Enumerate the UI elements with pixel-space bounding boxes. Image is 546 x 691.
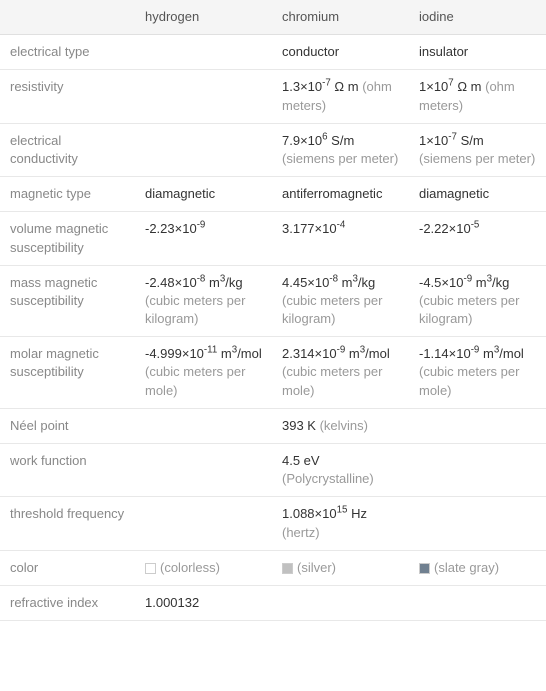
cell-chromium: 1.3×10-7 Ω m (ohm meters) <box>272 70 409 123</box>
cell-hydrogen <box>135 444 272 497</box>
table-row: magnetic typediamagneticantiferromagneti… <box>0 177 546 212</box>
row-label: volume magnetic susceptibility <box>0 212 135 265</box>
cell-iodine: -1.14×10-9 m3/mol (cubic meters per mole… <box>409 337 546 409</box>
color-label: (slate gray) <box>434 560 499 575</box>
cell-hydrogen: diamagnetic <box>135 177 272 212</box>
row-label: resistivity <box>0 70 135 123</box>
table-row: electrical type conductorinsulator <box>0 35 546 70</box>
cell-hydrogen <box>135 497 272 550</box>
header-hydrogen: hydrogen <box>135 0 272 35</box>
table-row: resistivity 1.3×10-7 Ω m (ohm meters)1×10… <box>0 70 546 123</box>
cell-iodine <box>409 585 546 620</box>
cell-hydrogen: -2.23×10-9 <box>135 212 272 265</box>
color-label: (silver) <box>297 560 336 575</box>
cell-chromium: 1.088×1015 Hz (hertz) <box>272 497 409 550</box>
cell-hydrogen <box>135 35 272 70</box>
row-label: color <box>0 550 135 585</box>
cell-hydrogen: 1.000132 <box>135 585 272 620</box>
cell-chromium <box>272 585 409 620</box>
color-swatch <box>145 563 156 574</box>
cell-iodine <box>409 408 546 443</box>
cell-hydrogen <box>135 408 272 443</box>
cell-hydrogen <box>135 123 272 176</box>
table-row: volume magnetic susceptibility-2.23×10-9… <box>0 212 546 265</box>
table-row: color (colorless) (silver) (slate gray) <box>0 550 546 585</box>
cell-chromium: 4.5 eV (Polycrystalline) <box>272 444 409 497</box>
table-row: refractive index1.000132 <box>0 585 546 620</box>
cell-iodine: (slate gray) <box>409 550 546 585</box>
table-row: Néel point 393 K (kelvins) <box>0 408 546 443</box>
cell-hydrogen: -2.48×10-8 m3/kg (cubic meters per kilog… <box>135 265 272 337</box>
properties-table: hydrogen chromium iodine electrical type… <box>0 0 546 621</box>
cell-hydrogen: -4.999×10-11 m3/mol (cubic meters per mo… <box>135 337 272 409</box>
cell-chromium: (silver) <box>272 550 409 585</box>
header-iodine: iodine <box>409 0 546 35</box>
header-chromium: chromium <box>272 0 409 35</box>
color-swatch <box>419 563 430 574</box>
table-row: work function 4.5 eV (Polycrystalline) <box>0 444 546 497</box>
row-label: threshold frequency <box>0 497 135 550</box>
cell-chromium: 4.45×10-8 m3/kg (cubic meters per kilogr… <box>272 265 409 337</box>
color-label: (colorless) <box>160 560 220 575</box>
table-row: threshold frequency 1.088×1015 Hz (hertz) <box>0 497 546 550</box>
row-label: magnetic type <box>0 177 135 212</box>
cell-chromium: 2.314×10-9 m3/mol (cubic meters per mole… <box>272 337 409 409</box>
cell-iodine: 1×10-7 S/m (siemens per meter) <box>409 123 546 176</box>
table-row: electrical conductivity 7.9×106 S/m (siem… <box>0 123 546 176</box>
color-swatch <box>282 563 293 574</box>
row-label: work function <box>0 444 135 497</box>
table-body: electrical typeconductorinsulatorresisti… <box>0 35 546 621</box>
table-row: mass magnetic susceptibility-2.48×10-8 m… <box>0 265 546 337</box>
cell-chromium: antiferromagnetic <box>272 177 409 212</box>
cell-iodine: insulator <box>409 35 546 70</box>
cell-iodine: 1×107 Ω m (ohm meters) <box>409 70 546 123</box>
cell-iodine: diamagnetic <box>409 177 546 212</box>
header-row: hydrogen chromium iodine <box>0 0 546 35</box>
table-row: molar magnetic susceptibility-4.999×10-1… <box>0 337 546 409</box>
cell-chromium: conductor <box>272 35 409 70</box>
cell-chromium: 7.9×106 S/m (siemens per meter) <box>272 123 409 176</box>
row-label: refractive index <box>0 585 135 620</box>
row-label: Néel point <box>0 408 135 443</box>
row-label: electrical conductivity <box>0 123 135 176</box>
cell-chromium: 393 K (kelvins) <box>272 408 409 443</box>
cell-hydrogen: (colorless) <box>135 550 272 585</box>
cell-iodine: -4.5×10-9 m3/kg (cubic meters per kilogr… <box>409 265 546 337</box>
cell-iodine <box>409 444 546 497</box>
cell-iodine: -2.22×10-5 <box>409 212 546 265</box>
row-label: electrical type <box>0 35 135 70</box>
cell-iodine <box>409 497 546 550</box>
row-label: molar magnetic susceptibility <box>0 337 135 409</box>
row-label: mass magnetic susceptibility <box>0 265 135 337</box>
cell-hydrogen <box>135 70 272 123</box>
header-empty <box>0 0 135 35</box>
cell-chromium: 3.177×10-4 <box>272 212 409 265</box>
